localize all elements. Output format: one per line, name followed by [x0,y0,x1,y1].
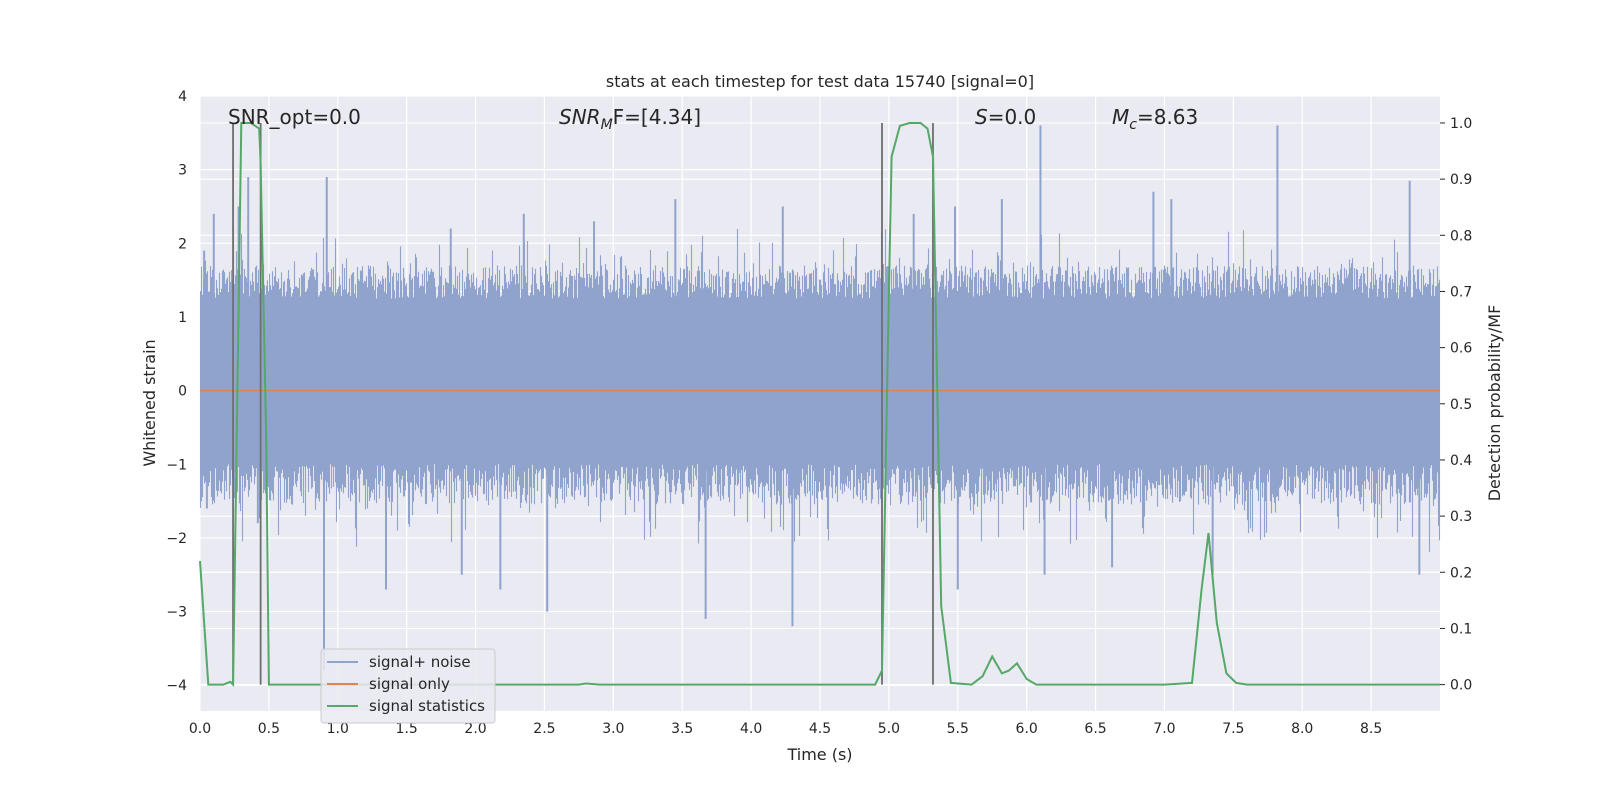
x-tick-label: 1.0 [327,721,349,737]
right-y-tick-label: 0.2 [1450,565,1472,581]
x-tick-label: 8.5 [1360,721,1382,737]
series-signal-statistics [199,122,1440,687]
legend-label-stats: signal statistics [369,697,485,715]
x-tick-label: 0.0 [189,721,211,737]
right-y-tick-label: 0.9 [1450,172,1472,188]
x-tick-label: 3.5 [671,721,693,737]
x-tick-label: 6.5 [1084,721,1106,737]
left-y-tick-label: −1 [166,457,187,473]
x-tick-label: 0.5 [258,721,280,737]
left-y-tick-label: 4 [178,89,187,105]
left-y-axis-ticks: 4 3 2 1 0 −1 −2 −3 −4 [166,89,187,694]
right-y-tick-label: 0.1 [1450,621,1472,637]
left-y-tick-label: 2 [178,236,187,252]
x-tick-label: 2.5 [533,721,555,737]
chart-title: stats at each timestep for test data 157… [606,72,1034,91]
annotation-mc: Mc=8.63 [1112,105,1198,133]
right-y-axis-label: Detection probability/MF [1485,305,1504,502]
left-y-tick-label: 3 [178,163,187,179]
x-tick-label: 2.0 [464,721,486,737]
legend-box [320,648,496,724]
right-y-axis-ticks: 1.0 0.9 0.8 0.7 0.6 0.5 0.4 0.3 0.2 0.1 0.0 [1440,116,1472,694]
left-y-tick-label: −2 [166,531,187,547]
x-tick-label: 7.0 [1153,721,1175,737]
legend: signal+ noise signal only signal statist… [320,648,496,724]
x-axis-ticks: 0.0 0.5 1.0 1.5 2.0 2.5 3.0 3.5 4.0 4.5 5.0 5.5 6.0 6… [189,721,1382,737]
left-y-tick-label: 1 [178,310,187,326]
series-signal-noise [199,125,1441,671]
x-tick-label: 4.5 [809,721,831,737]
right-y-tick-label: 0.7 [1450,284,1472,300]
left-y-tick-label: −3 [166,605,187,621]
annotation-s: S=0.0 [975,105,1036,129]
right-y-tick-label: 0.0 [1450,678,1472,694]
noise-trace [199,228,1441,552]
left-y-tick-label: −4 [166,678,187,694]
x-tick-label: 3.0 [602,721,624,737]
left-y-axis-label: Whitened strain [140,339,159,466]
x-tick-label: 1.5 [396,721,418,737]
legend-label-signal: signal only [369,675,450,693]
right-y-tick-label: 0.4 [1450,453,1472,469]
x-tick-label: 5.5 [947,721,969,737]
right-y-tick-label: 0.3 [1450,509,1472,525]
x-tick-label: 8.0 [1291,721,1313,737]
right-y-tick-label: 1.0 [1450,116,1472,132]
annotation-snr-mf: SNRMF=[4.34] [559,105,701,133]
left-y-tick-label: 0 [178,384,187,400]
right-y-tick-label: 0.6 [1450,341,1472,357]
right-y-tick-label: 0.8 [1450,228,1472,244]
legend-label-noise: signal+ noise [369,653,471,671]
annotation-snr-opt: SNR_opt=0.0 [228,105,361,129]
x-tick-label: 4.0 [740,721,762,737]
right-y-tick-label: 0.5 [1450,397,1472,413]
x-tick-label: 5.0 [878,721,900,737]
event-markers [232,122,934,685]
statistics-line [199,122,1440,687]
x-axis-label: Time (s) [786,745,852,764]
x-tick-label: 6.0 [1016,721,1038,737]
x-tick-label: 7.5 [1222,721,1244,737]
